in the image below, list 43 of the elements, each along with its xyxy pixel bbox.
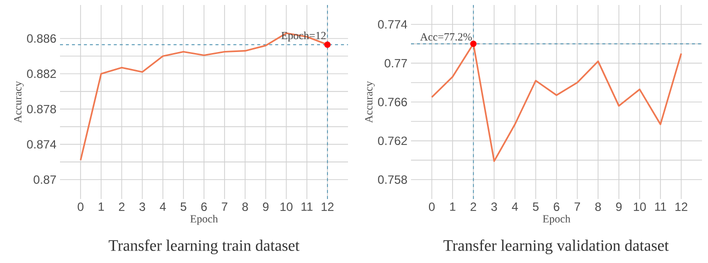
x-tick-label: 0: [78, 202, 84, 211]
x-axis-title: Epoch: [542, 214, 570, 225]
x-tick-label: 11: [302, 202, 312, 211]
x-tick-label: 6: [554, 202, 560, 211]
y-tick-label: 0.882: [27, 70, 56, 78]
x-tick-label: 6: [201, 202, 207, 211]
y-tick-label: 0.886: [27, 34, 56, 43]
y-tick-label: 0.878: [27, 104, 56, 114]
y-axis-title: Accuracy: [14, 81, 24, 123]
x-tick-label: 11: [655, 202, 666, 211]
x-tick-label: 9: [616, 202, 622, 211]
x-tick-label: 2: [118, 202, 124, 211]
y-tick-label: 0.874: [27, 140, 56, 149]
x-tick-label: 9: [262, 202, 268, 211]
x-tick-label: 10: [280, 202, 292, 211]
text: Transfer learning train dataset: [108, 240, 300, 254]
x-tick-label: 7: [222, 202, 228, 211]
y-axis-title: Accuracy: [365, 81, 375, 123]
y-tick-label: 0.766: [378, 98, 407, 106]
y-tick-label: 0.77: [384, 58, 407, 68]
x-tick-label: 1: [450, 202, 456, 211]
x-tick-label: 0: [428, 202, 435, 211]
text: Transfer learning validation dataset: [443, 240, 669, 254]
y-tick-label: 0.87: [34, 175, 56, 184]
x-tick-label: 4: [160, 202, 166, 211]
x-tick-label: 3: [491, 202, 497, 211]
x-tick-label: 5: [532, 202, 539, 211]
y-tick-label: 0.774: [378, 20, 408, 29]
x-tick-label: 8: [595, 202, 601, 211]
x-tick-label: 8: [242, 202, 248, 211]
x-tick-label: 5: [180, 202, 186, 211]
x-tick-label: 1: [98, 202, 104, 211]
x-tick-label: 2: [470, 202, 476, 211]
annotation: Acc=77.2%: [420, 33, 472, 41]
y-tick-label: 0.762: [378, 136, 407, 146]
x-tick-label: 4: [512, 202, 518, 211]
x-tick-label: 10: [634, 202, 646, 211]
y-tick-label: 0.758: [378, 175, 407, 184]
x-axis-title: Epoch: [190, 214, 218, 225]
x-tick-label: 12: [675, 202, 688, 211]
x-tick-label: 7: [574, 202, 580, 211]
x-tick-label: 12: [322, 202, 334, 211]
x-tick-label: 3: [139, 202, 146, 211]
